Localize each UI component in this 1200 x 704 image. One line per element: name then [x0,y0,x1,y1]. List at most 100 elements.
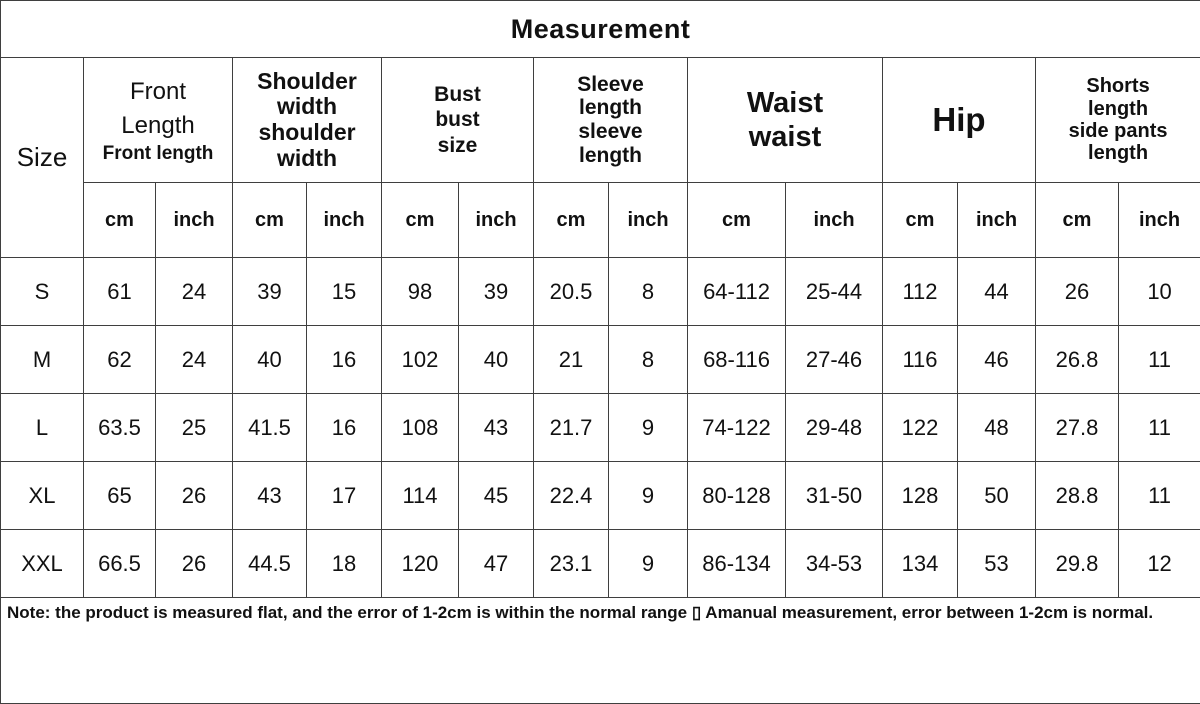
value-cell: 63.5 [84,394,156,462]
value-cell: 28.8 [1036,462,1119,530]
value-cell: 9 [609,462,688,530]
value-cell: 65 [84,462,156,530]
value-cell: 27-46 [786,326,883,394]
header-line: shoulder [233,120,381,146]
value-cell: 22.4 [534,462,609,530]
value-cell: 26 [156,462,233,530]
value-cell: 11 [1119,394,1200,462]
value-cell: 8 [609,326,688,394]
value-cell: 48 [958,394,1036,462]
value-cell: 10 [1119,258,1200,326]
value-cell: 16 [307,326,382,394]
value-cell: 39 [233,258,307,326]
value-cell: 53 [958,530,1036,598]
value-cell: 61 [84,258,156,326]
value-cell: 21 [534,326,609,394]
value-cell: 64-112 [688,258,786,326]
value-cell: 21.7 [534,394,609,462]
header-line: Waist [688,86,882,120]
value-cell: 29-48 [786,394,883,462]
value-cell: 120 [382,530,459,598]
value-cell: 26 [1036,258,1119,326]
value-cell: 108 [382,394,459,462]
unit-header-cm: cm [84,183,156,258]
value-cell: 25 [156,394,233,462]
value-cell: 44 [958,258,1036,326]
header-line: length [1036,98,1200,120]
value-cell: 116 [883,326,958,394]
header-line: sleeve [534,120,687,144]
value-cell: 122 [883,394,958,462]
note-row: Note: the product is measured flat, and … [1,598,1200,704]
value-cell: 18 [307,530,382,598]
value-cell: 98 [382,258,459,326]
header-line: Shorts [1036,75,1200,97]
value-cell: 9 [609,530,688,598]
value-cell: 102 [382,326,459,394]
unit-header-inch: inch [1119,183,1200,258]
value-cell: 15 [307,258,382,326]
value-cell: 114 [382,462,459,530]
value-cell: 86-134 [688,530,786,598]
value-cell: 44.5 [233,530,307,598]
value-cell: 41.5 [233,394,307,462]
value-cell: 134 [883,530,958,598]
unit-header-cm: cm [883,183,958,258]
value-cell: 74-122 [688,394,786,462]
value-cell: 68-116 [688,326,786,394]
value-cell: 8 [609,258,688,326]
value-cell: 11 [1119,462,1200,530]
title-row: Measurement [1,1,1200,58]
value-cell: 40 [459,326,534,394]
value-cell: 39 [459,258,534,326]
header-line: length [534,96,687,120]
page-title: Measurement [1,1,1200,58]
header-line: length [1036,142,1200,164]
note-text: Note: the product is measured flat, and … [1,598,1200,704]
header-line: waist [688,120,882,154]
size-cell: S [1,258,84,326]
header-line: size [382,133,533,158]
value-cell: 23.1 [534,530,609,598]
value-cell: 46 [958,326,1036,394]
unit-header-cm: cm [688,183,786,258]
header-line: Sleeve [534,73,687,97]
value-cell: 47 [459,530,534,598]
value-cell: 26 [156,530,233,598]
header-line: length [534,144,687,168]
size-cell: XXL [1,530,84,598]
size-cell: XL [1,462,84,530]
value-cell: 24 [156,326,233,394]
value-cell: 43 [233,462,307,530]
header-line: Length [84,109,232,142]
unit-header-inch: inch [609,183,688,258]
unit-header-cm: cm [1036,183,1119,258]
value-cell: 25-44 [786,258,883,326]
value-cell: 29.8 [1036,530,1119,598]
value-cell: 26.8 [1036,326,1119,394]
value-cell: 66.5 [84,530,156,598]
column-header-size: Size [1,58,84,258]
header-line: side pants [1036,120,1200,142]
value-cell: 17 [307,462,382,530]
unit-header-cm: cm [534,183,609,258]
value-cell: 16 [307,394,382,462]
header-line: Hip [883,102,1035,139]
value-cell: 80-128 [688,462,786,530]
value-cell: 31-50 [786,462,883,530]
value-cell: 112 [883,258,958,326]
header-line: Front [84,75,232,108]
value-cell: 50 [958,462,1036,530]
